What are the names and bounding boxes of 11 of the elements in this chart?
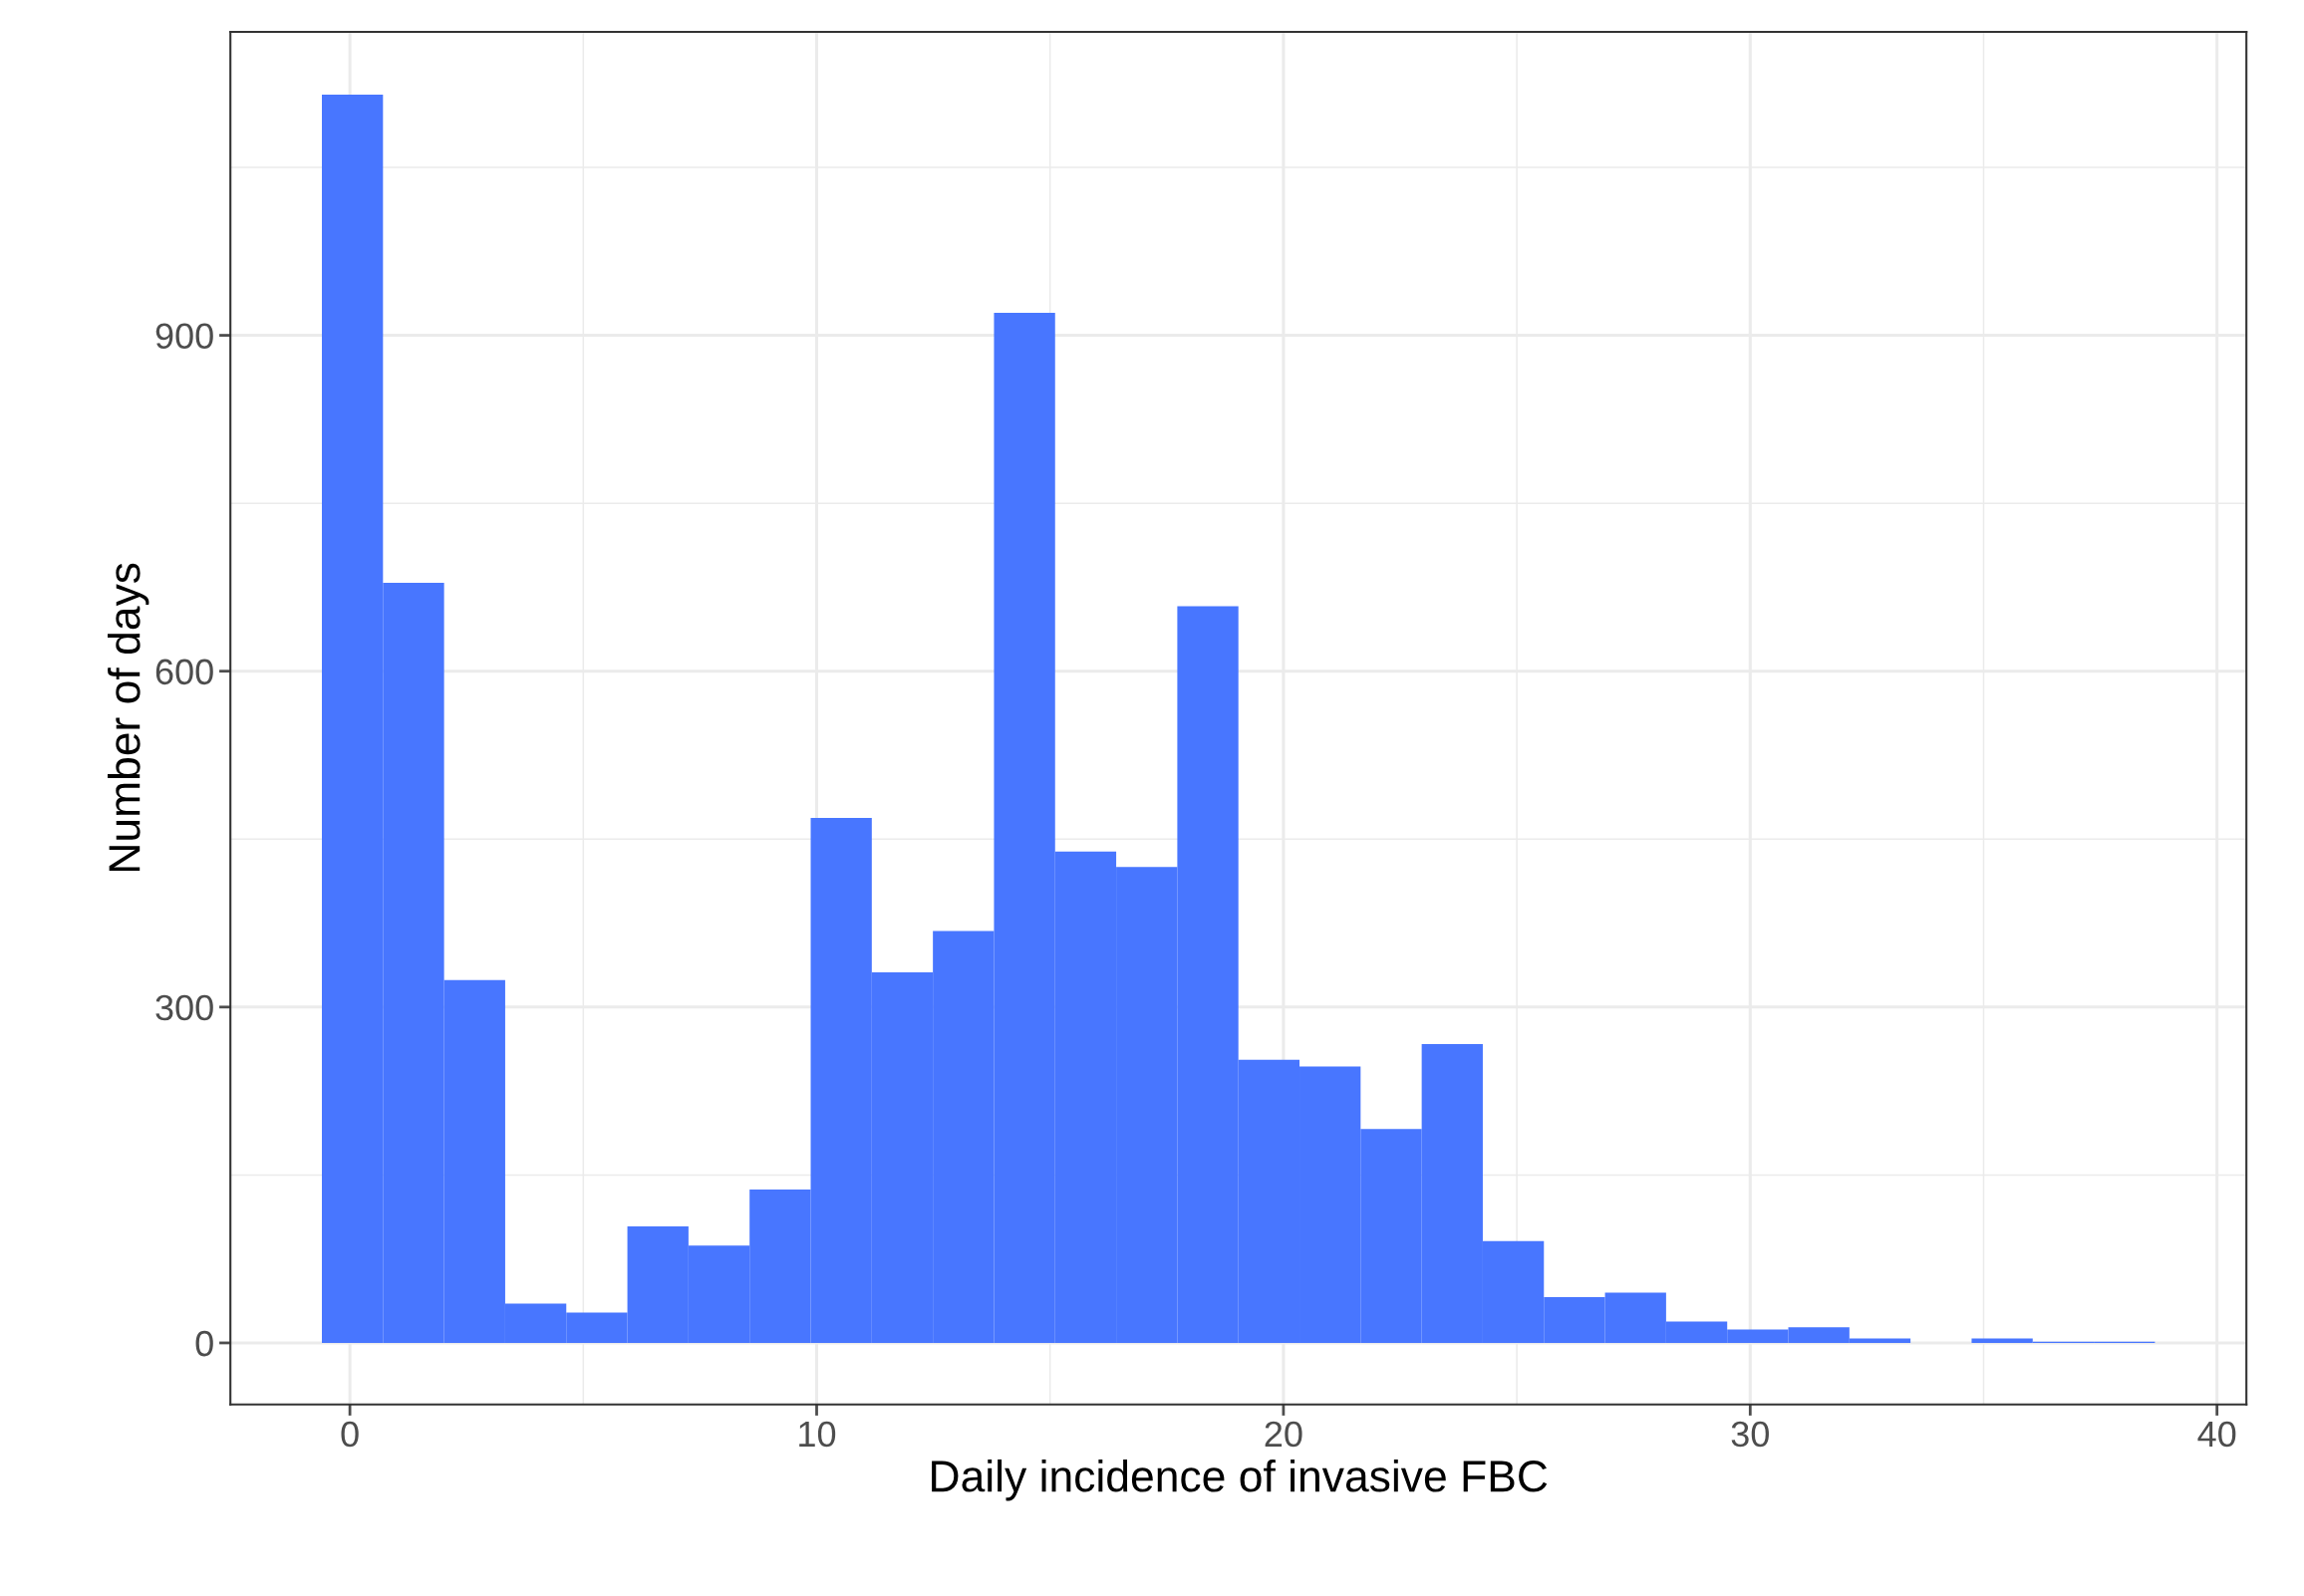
y-axis-title: Number of days: [108, 563, 149, 872]
y-tick-label: 600: [155, 659, 213, 685]
y-tick-label: 0: [195, 1330, 213, 1357]
x-axis-title: Daily incidence of invasive FBC: [932, 1459, 1548, 1501]
x-tick-label: 40: [2197, 1421, 2236, 1448]
y-tick-label: 300: [155, 994, 213, 1021]
x-tick-label: 20: [1265, 1421, 1302, 1448]
x-tick-label: 30: [1731, 1421, 1769, 1448]
y-tick-label: 900: [155, 323, 213, 350]
x-tick-label: 10: [799, 1421, 836, 1448]
x-tick-label: 0: [341, 1421, 359, 1448]
